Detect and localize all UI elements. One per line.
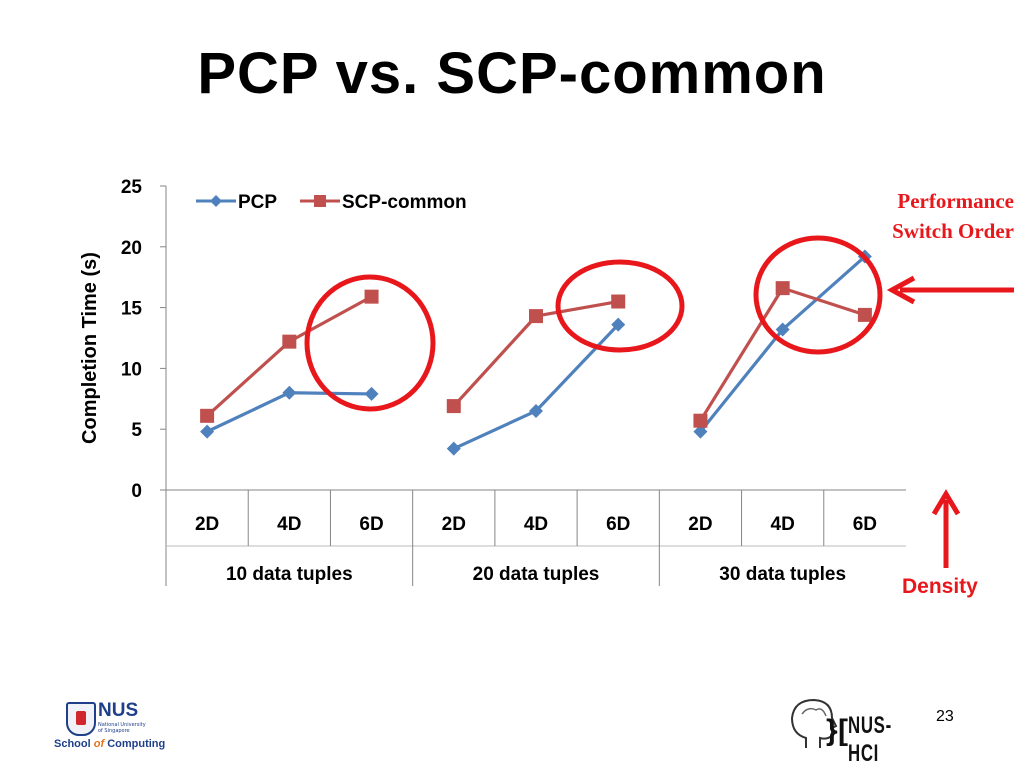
data-point-diamond xyxy=(200,424,215,439)
data-point-diamond xyxy=(611,317,626,332)
legend: PCP SCP-common xyxy=(196,192,467,213)
data-point-diamond xyxy=(364,386,379,401)
y-tick-label: 10 xyxy=(121,359,142,380)
legend-label: PCP xyxy=(238,192,277,213)
data-point-square xyxy=(200,408,215,423)
data-point-square xyxy=(529,309,543,324)
data-point-diamond xyxy=(282,385,297,400)
y-tick-label: 5 xyxy=(131,420,142,441)
data-point-square xyxy=(282,334,297,349)
highlight-circle-30-tuples xyxy=(753,235,883,355)
x-tick-label: 6D xyxy=(359,514,383,535)
head-profile-icon: } [ xyxy=(790,698,848,748)
data-point-square xyxy=(364,289,379,304)
page-number: 23 xyxy=(936,708,954,725)
data-point-diamond xyxy=(693,424,708,439)
legend-marker xyxy=(210,195,222,207)
legend-label: SCP-common xyxy=(342,192,467,213)
highlight-circle-20-tuples xyxy=(555,259,685,353)
density-arrow-head xyxy=(931,489,961,516)
svg-text:}: } xyxy=(826,714,838,747)
x-tick-label: 2D xyxy=(442,514,466,535)
hci-logo-text: NUS-HCI xyxy=(848,712,892,767)
computing-word: Computing xyxy=(107,738,166,750)
data-point-diamond xyxy=(529,403,543,418)
series-pcp xyxy=(200,249,872,456)
density-annotation: Density xyxy=(902,575,978,598)
performance-arrow-head xyxy=(886,275,916,305)
x-group-label: 20 data tuples xyxy=(473,564,600,585)
y-axis-title: Completion Time (s) xyxy=(79,252,101,444)
svg-text:[: [ xyxy=(838,714,848,747)
x-tick-label: 4D xyxy=(771,514,795,535)
data-point-diamond xyxy=(446,441,461,456)
x-tick-label: 6D xyxy=(853,514,877,535)
x-tick-label: 2D xyxy=(688,514,712,535)
school-word: School xyxy=(54,738,91,750)
data-point-diamond xyxy=(775,322,790,337)
y-tick-label: 15 xyxy=(121,299,143,320)
x-tick-label: 4D xyxy=(524,514,548,535)
highlight-circle-10-tuples xyxy=(304,274,436,412)
y-tick-label: 20 xyxy=(121,238,142,259)
nus-school-of-computing-logo: NUS National University of Singapore Sch… xyxy=(52,700,172,756)
x-tick-label: 4D xyxy=(277,514,301,535)
y-tick-label: 0 xyxy=(131,481,142,502)
slide-title: PCP vs. SCP-common xyxy=(197,41,827,106)
x-tick-label: 2D xyxy=(195,514,219,535)
data-point-square xyxy=(857,307,872,322)
performance-switch-annotation: Performance Switch Order xyxy=(892,189,1014,243)
data-point-square xyxy=(446,399,461,414)
data-point-square xyxy=(611,294,626,309)
y-tick-label: 25 xyxy=(121,177,143,198)
data-point-square xyxy=(775,281,790,296)
x-group-label: 30 data tuples xyxy=(719,564,846,585)
nus-logo-text: NUS xyxy=(98,700,139,721)
series-scp-common xyxy=(200,281,872,428)
x-tick-label: 6D xyxy=(606,514,630,535)
data-point-square xyxy=(693,413,708,428)
of-word: of xyxy=(93,738,105,750)
series-line xyxy=(453,323,620,451)
nus-logo-subtext: National University of Singapore xyxy=(98,722,146,734)
school-of-computing-text: School of Computing xyxy=(54,738,165,750)
x-group-label: 10 data tuples xyxy=(226,564,353,585)
nus-crest-icon xyxy=(66,702,96,736)
legend-marker xyxy=(314,195,326,207)
nus-hci-logo: } [ NUS-HCI xyxy=(786,696,926,767)
